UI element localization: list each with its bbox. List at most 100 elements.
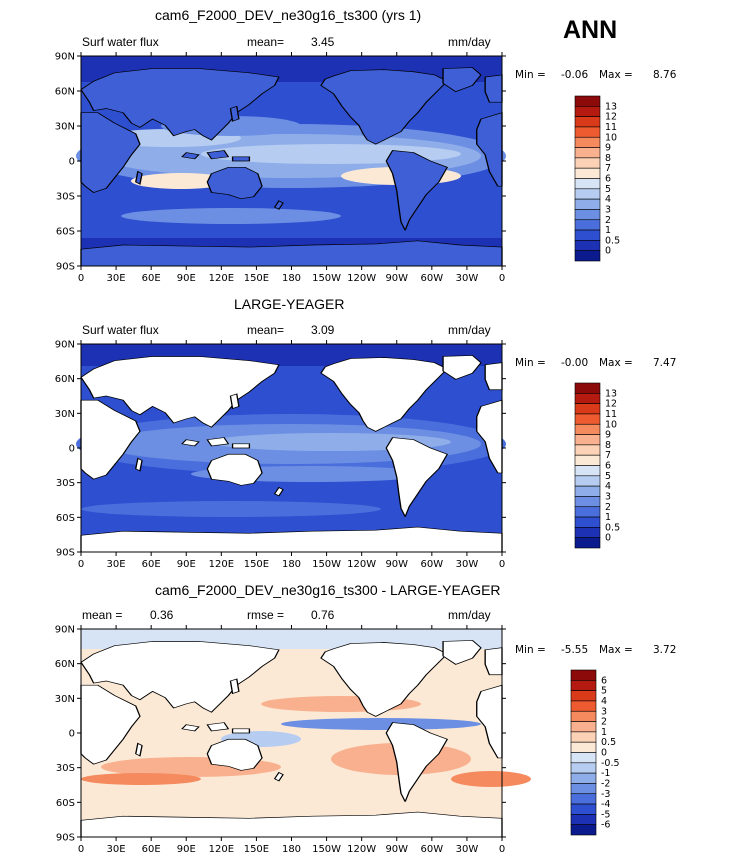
lon-tick-label: 0 bbox=[78, 844, 84, 855]
colorbar-label: 6 bbox=[605, 174, 611, 185]
colorbar-label: 4 bbox=[601, 696, 607, 707]
colorbar-label: 11 bbox=[605, 409, 617, 420]
lon-tick-label: 30W bbox=[456, 559, 479, 570]
colorbar-swatch bbox=[570, 772, 597, 784]
lon-tick-label: 60E bbox=[142, 273, 161, 284]
panel-1-max-value: 8.76 bbox=[653, 69, 677, 81]
colorbar-label: 1 bbox=[605, 225, 611, 236]
lat-tick-label: 90N bbox=[55, 625, 75, 636]
colorbar-swatch bbox=[574, 178, 601, 190]
colorbar-swatch bbox=[570, 710, 597, 722]
lon-tick-label: 60W bbox=[421, 273, 444, 284]
lon-tick-label: 30W bbox=[456, 844, 479, 855]
panel-2-units: mm/day bbox=[448, 323, 491, 337]
colorbar-label: 13 bbox=[605, 101, 617, 112]
lon-tick-label: 150E bbox=[244, 559, 269, 570]
lat-tick-label: 60S bbox=[56, 798, 75, 809]
colorbar-swatch bbox=[570, 690, 597, 702]
lon-tick-label: 150W bbox=[312, 559, 341, 570]
colorbar-label: 4 bbox=[605, 481, 611, 492]
lon-tick-label: 90E bbox=[177, 559, 196, 570]
lon-tick-label: 30E bbox=[107, 559, 126, 570]
panel-3-rmse-label: rmse = bbox=[247, 608, 285, 622]
colorbar-label: -4 bbox=[601, 799, 610, 810]
panel-2-title: LARGE-YEAGER bbox=[234, 296, 345, 312]
colorbar-label: 5 bbox=[605, 471, 611, 482]
panel-1-max-label: Max = bbox=[599, 69, 633, 81]
colorbar-swatch bbox=[574, 240, 601, 251]
colorbar-label: 9 bbox=[605, 430, 611, 441]
colorbar-swatch bbox=[570, 700, 597, 712]
colorbar-swatch bbox=[574, 506, 601, 518]
colorbar-swatch bbox=[574, 382, 601, 394]
panel-3-title: cam6_F2000_DEV_ne30g16_ts300 - LARGE-YEA… bbox=[155, 582, 501, 598]
lon-tick-label: 120W bbox=[347, 844, 376, 855]
lon-tick-label: 60E bbox=[142, 844, 161, 855]
lat-tick-label: 0 bbox=[69, 444, 75, 455]
colorbar-label: 0.5 bbox=[605, 522, 620, 533]
colorbar-swatch bbox=[570, 814, 597, 825]
panel-1-title: cam6_F2000_DEV_ne30g16_ts300 (yrs 1) bbox=[155, 7, 422, 23]
colorbar-swatch bbox=[574, 198, 601, 210]
lon-tick-label: 90W bbox=[385, 844, 408, 855]
lat-tick-label: 60N bbox=[55, 87, 75, 98]
colorbar-swatch bbox=[574, 219, 601, 231]
panel-3-min-label: Min = bbox=[515, 644, 546, 656]
lon-tick-label: 120E bbox=[209, 559, 234, 570]
panel-2-min-value: -0.00 bbox=[561, 357, 589, 369]
colorbar-swatch bbox=[570, 762, 597, 774]
panel-2-max-value: 7.47 bbox=[653, 357, 677, 369]
season-label: ANN bbox=[563, 16, 618, 44]
lon-tick-label: 0 bbox=[499, 844, 505, 855]
colorbar-swatch bbox=[574, 537, 601, 549]
lat-tick-label: 60S bbox=[56, 227, 75, 238]
colorbar-label: 7 bbox=[605, 163, 611, 174]
colorbar-label: 0 bbox=[601, 748, 607, 759]
lon-tick-label: 30W bbox=[456, 273, 479, 284]
colorbar-swatch bbox=[570, 741, 597, 753]
panel-1-map bbox=[76, 56, 506, 266]
lon-tick-label: 90W bbox=[385, 273, 408, 284]
lat-tick-label: 90S bbox=[56, 262, 75, 273]
lon-tick-label: 120E bbox=[209, 273, 234, 284]
lon-tick-label: 60E bbox=[142, 559, 161, 570]
lon-tick-label: 120E bbox=[209, 844, 234, 855]
colorbar-label: 8 bbox=[605, 153, 611, 164]
lon-tick-label: 0 bbox=[499, 273, 505, 284]
colorbar-label: 13 bbox=[605, 388, 617, 399]
lon-tick-label: 0 bbox=[499, 559, 505, 570]
colorbar-label: 5 bbox=[601, 686, 607, 697]
colorbar-swatch bbox=[574, 475, 601, 487]
colorbar-swatch bbox=[574, 157, 601, 169]
lat-tick-label: 60N bbox=[55, 374, 75, 385]
colorbar-swatch bbox=[570, 793, 597, 805]
lat-tick-label: 0 bbox=[69, 729, 75, 740]
lon-tick-label: 0 bbox=[78, 559, 84, 570]
lon-tick-label: 150W bbox=[312, 844, 341, 855]
colorbar-swatch bbox=[574, 465, 601, 477]
panel-1-variable-label: Surf water flux bbox=[82, 35, 159, 49]
lon-tick-label: 90W bbox=[385, 559, 408, 570]
panel-3-map bbox=[81, 629, 531, 837]
colorbar-swatch bbox=[570, 731, 597, 743]
panel-1-mean-value: 3.45 bbox=[311, 35, 335, 49]
lon-tick-label: 150E bbox=[244, 273, 269, 284]
colorbar-swatch bbox=[574, 454, 601, 466]
colorbar-label: 4 bbox=[605, 194, 611, 205]
colorbar-label: 3 bbox=[601, 706, 607, 717]
lon-tick-label: 60W bbox=[421, 844, 444, 855]
lat-tick-label: 90S bbox=[56, 833, 75, 844]
lat-tick-label: 30S bbox=[56, 478, 75, 489]
colorbar-label: -3 bbox=[601, 789, 610, 800]
colorbar-label: 10 bbox=[605, 132, 617, 143]
colorbar-swatch bbox=[574, 496, 601, 508]
lat-tick-label: 30N bbox=[55, 122, 75, 133]
colorbar-swatch bbox=[574, 209, 601, 221]
colorbar-label: 9 bbox=[605, 143, 611, 154]
colorbar-swatch bbox=[574, 527, 601, 538]
colorbar-swatch bbox=[574, 188, 601, 200]
panel-3-min-value: -5.55 bbox=[561, 644, 589, 656]
